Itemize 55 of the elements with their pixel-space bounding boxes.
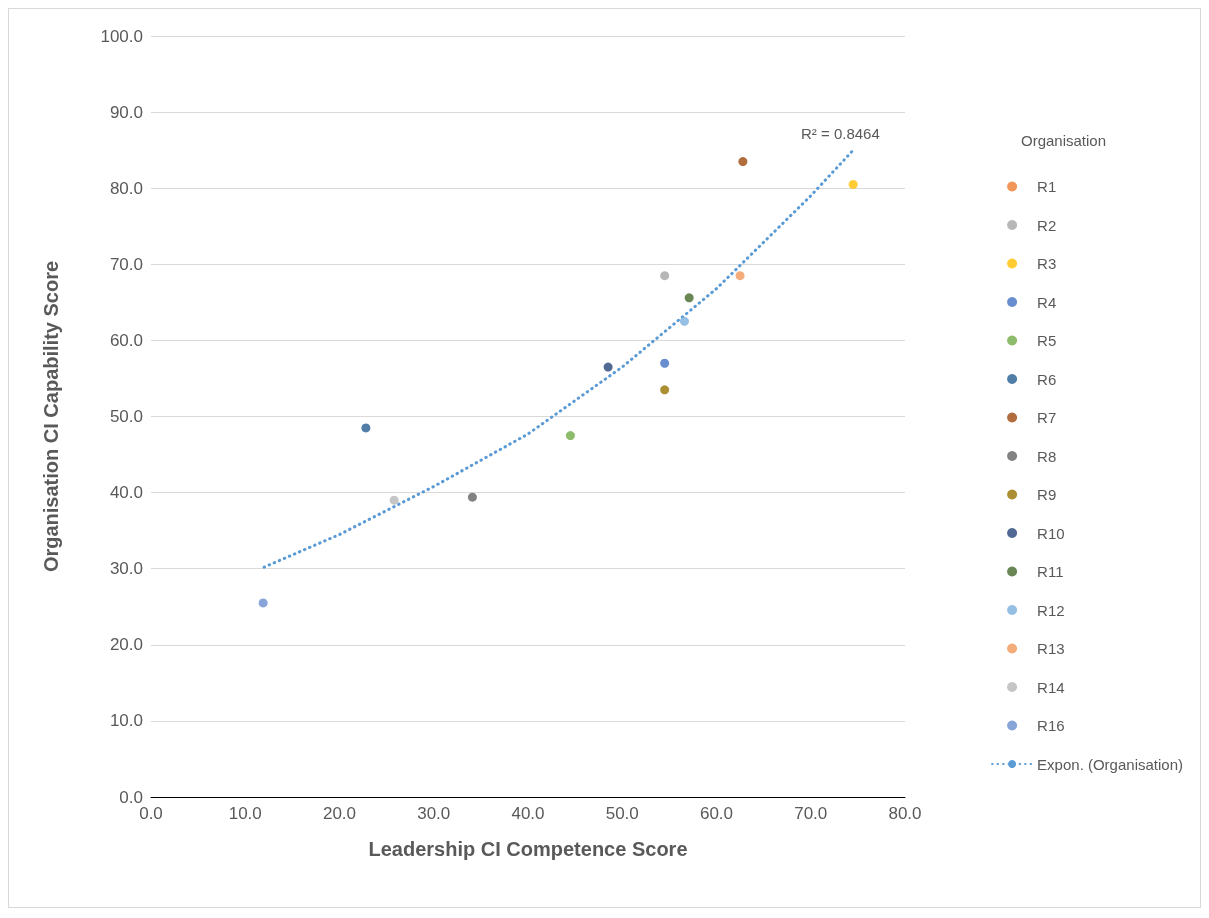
point [684, 293, 694, 303]
point [660, 271, 670, 281]
point [735, 271, 745, 281]
point [467, 492, 477, 502]
x-axis-title: Leadership CI Competence Score [368, 838, 688, 860]
point [258, 598, 268, 608]
legend-label: R3 [1037, 255, 1057, 272]
y-tick-label: 60.0 [109, 330, 143, 350]
x-tick-label: 80.0 [888, 804, 922, 823]
x-tick-label: 70.0 [794, 804, 828, 823]
point [660, 358, 670, 368]
y-tick-label: 70.0 [109, 254, 143, 274]
legend-label: R4 [1037, 293, 1057, 311]
y-tick-label: 90.0 [109, 102, 143, 122]
legend-label: R6 [1037, 370, 1057, 388]
legend-label: R13 [1037, 640, 1065, 657]
y-tick-label: 30.0 [109, 559, 143, 579]
legend-label: R10 [1037, 524, 1065, 542]
y-tick-label: 100.0 [100, 26, 143, 46]
annotation: R² = 0.8464 [801, 125, 880, 142]
y-tick-label: 10.0 [109, 711, 143, 731]
y-tick-label: 40.0 [109, 483, 143, 503]
legend-label: R5 [1037, 332, 1057, 349]
point [389, 495, 399, 505]
point [603, 362, 613, 372]
point [848, 179, 858, 189]
x-tick-label: 0.0 [139, 804, 163, 823]
legend-label: R11 [1037, 563, 1064, 580]
point [738, 157, 748, 167]
legend-label: R16 [1037, 717, 1065, 734]
point [565, 431, 575, 441]
point [660, 385, 670, 395]
y-tick-label: 80.0 [109, 178, 143, 198]
legend-label: Expon. (Organisation) [1037, 755, 1183, 773]
legend-title: Organisation [1021, 132, 1107, 149]
legend-label: R7 [1037, 409, 1057, 426]
legend-label: R2 [1037, 216, 1057, 234]
legend-label: R1 [1037, 178, 1057, 195]
legend-label: R12 [1037, 601, 1065, 619]
x-tick-label: 30.0 [417, 804, 451, 823]
point [361, 423, 371, 433]
legend-label: R14 [1037, 678, 1065, 696]
x-tick-label: 40.0 [511, 804, 545, 823]
y-tick-label: 0.0 [119, 787, 143, 807]
line-series [262, 148, 855, 569]
y-tick-label: 20.0 [109, 635, 143, 655]
x-tick-label: 10.0 [228, 804, 262, 823]
y-axis-title: Organisation CI Capability Score [40, 260, 62, 573]
point [679, 316, 689, 326]
x-tick-label: 20.0 [322, 804, 357, 823]
legend-label: R8 [1037, 447, 1057, 465]
y-tick-label: 50.0 [109, 407, 143, 426]
x-tick-label: 50.0 [605, 804, 639, 823]
legend-label: R9 [1037, 486, 1057, 503]
x-tick-label: 60.0 [699, 804, 734, 823]
